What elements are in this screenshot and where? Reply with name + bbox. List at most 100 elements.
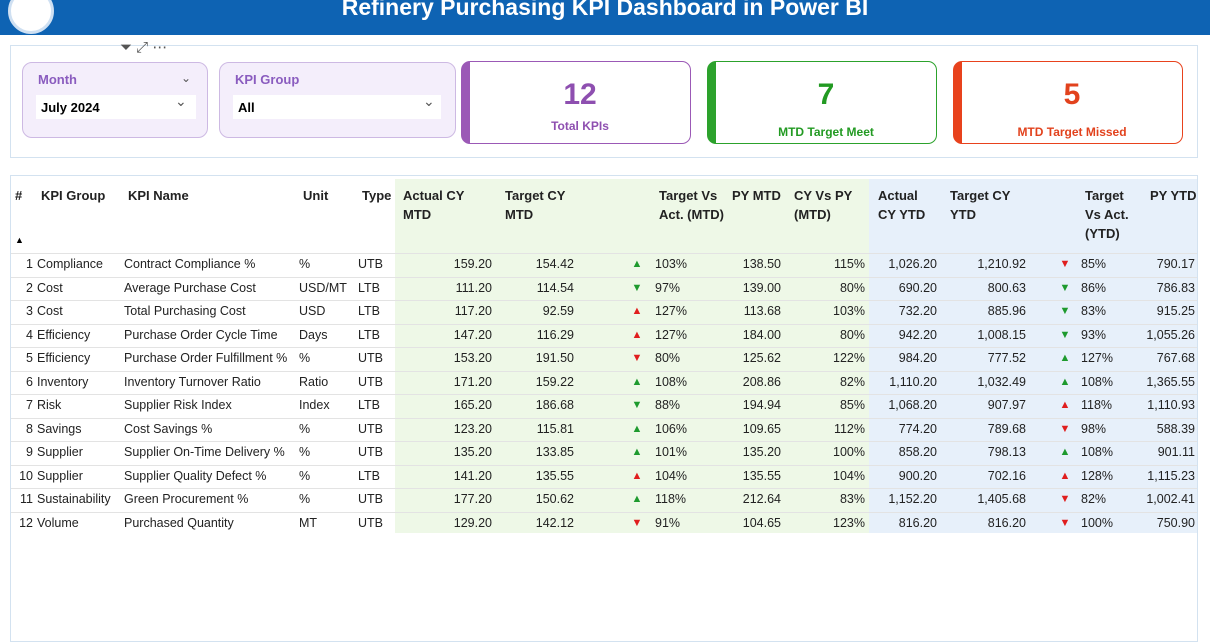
table-cell: 113.68 <box>743 304 781 318</box>
table-cell: 92.59 <box>542 304 574 318</box>
row-divider <box>11 441 1197 442</box>
status-arrow: ▲ <box>631 446 643 458</box>
row-divider <box>11 370 1197 372</box>
table-cell: 106% <box>655 421 687 436</box>
table-cell: 816.20 <box>987 515 1026 530</box>
table-cell: 98% <box>1081 421 1107 436</box>
column-header: PY MTD <box>732 188 781 203</box>
table-cell: 900.20 <box>898 468 937 483</box>
ytd-band <box>869 179 1197 533</box>
status-arrow: ▲ <box>1059 352 1071 364</box>
table-cell: 690.20 <box>898 280 937 295</box>
slicer-label: Month <box>38 72 77 87</box>
status-arrow: ▲ <box>631 328 643 341</box>
table-cell: 85% <box>839 398 865 412</box>
table-cell: Green Procurement % <box>124 492 249 506</box>
table-cell: Inventory Turnover Ratio <box>124 374 261 389</box>
table-cell: 115% <box>833 257 865 271</box>
month-slicer[interactable]: Month ⌄ July 2024 ⌄ <box>22 62 208 138</box>
sort-indicator[interactable]: ▲ <box>15 235 24 245</box>
row-divider <box>11 511 1197 513</box>
table-cell: 798.13 <box>987 445 1026 459</box>
table-cell: 80% <box>839 280 865 295</box>
row-divider <box>11 417 1197 419</box>
table-cell: 1,008.15 <box>977 327 1026 342</box>
status-arrow: ▲ <box>1059 375 1071 388</box>
row-divider <box>11 253 1197 254</box>
table-cell: 80% <box>839 327 865 342</box>
table-cell: 82% <box>1081 492 1107 506</box>
table-cell: 154.42 <box>535 257 574 271</box>
table-cell: Purchase Order Fulfillment % <box>124 351 288 365</box>
slicer-value[interactable]: July 2024 <box>36 95 196 119</box>
column-header: CY Vs PY (MTD) <box>794 188 853 222</box>
table-cell: 83% <box>1081 304 1107 318</box>
table-cell: 1,115.23 <box>1147 468 1195 483</box>
column-header: # <box>15 188 23 203</box>
table-cell: Ratio <box>299 374 329 389</box>
table-cell: 777.52 <box>987 351 1026 365</box>
table-cell: 141.20 <box>453 468 492 483</box>
card-label: MTD Target Meet <box>778 125 874 139</box>
table-cell: 123.20 <box>453 421 492 436</box>
table-cell: % <box>299 468 311 483</box>
table-cell: 1 <box>26 257 33 271</box>
status-arrow: ▲ <box>631 305 643 317</box>
column-header: PY YTD <box>1150 188 1197 203</box>
status-arrow: ▲ <box>631 258 643 270</box>
table-cell: Supplier Quality Defect % <box>124 468 267 483</box>
status-arrow: ▲ <box>1059 446 1071 458</box>
status-arrow: ▼ <box>1059 328 1071 341</box>
table-cell: Purchased Quantity <box>124 515 234 530</box>
column-header: Target CY YTD <box>950 188 1011 222</box>
status-arrow: ▼ <box>1059 281 1071 294</box>
table-cell: Cost <box>37 304 63 318</box>
table-cell: 142.12 <box>535 515 574 530</box>
table-cell: 91% <box>655 515 681 530</box>
table-cell: 588.39 <box>1156 421 1195 436</box>
card-label: Total KPIs <box>551 119 609 133</box>
card-value: 12 <box>563 78 597 111</box>
table-cell: % <box>299 351 311 365</box>
table-cell: Efficiency <box>37 351 91 365</box>
table-cell: 115.81 <box>536 421 574 436</box>
kpi-card: 12 Total KPIs <box>461 61 691 144</box>
table-cell: 5 <box>26 351 33 365</box>
table-cell: 153.20 <box>453 351 492 365</box>
table-cell: 135.55 <box>535 468 574 483</box>
table-cell: Total Purchasing Cost <box>124 304 246 318</box>
table-cell: 858.20 <box>898 445 937 459</box>
table-cell: 1,026.20 <box>888 257 937 271</box>
table-cell: 2 <box>26 280 33 295</box>
table-cell: % <box>299 257 311 271</box>
table-cell: 135.20 <box>453 445 492 459</box>
kpi-table: ▲ # KPI Group KPI Name Unit Type Actual CY MT… <box>10 175 1198 642</box>
table-cell: 109.65 <box>742 421 781 436</box>
table-cell: UTB <box>358 351 383 365</box>
table-cell: 184.00 <box>742 327 781 342</box>
table-cell: 159.20 <box>453 257 492 271</box>
table-cell: 116.29 <box>536 327 574 342</box>
table-cell: 117.20 <box>454 304 492 318</box>
table-cell: 8 <box>26 421 33 436</box>
visual-icons[interactable]: ⏷ ⤢ ⋯ <box>120 39 168 56</box>
table-cell: Sustainability <box>37 492 111 506</box>
table-cell: 750.90 <box>1156 515 1195 530</box>
table-cell: 108% <box>1081 445 1113 459</box>
header-bar <box>0 0 1210 35</box>
table-cell: 138.50 <box>742 257 781 271</box>
table-cell: 85% <box>1081 257 1107 271</box>
table-cell: 139.00 <box>742 280 781 295</box>
table-cell: Cost Savings % <box>124 421 213 436</box>
status-arrow: ▲ <box>631 469 643 482</box>
table-cell: 4 <box>26 327 33 342</box>
kpi-card: 5 MTD Target Missed <box>953 61 1183 144</box>
table-cell: UTB <box>358 257 383 271</box>
table-cell: LTB <box>358 304 380 318</box>
table-cell: 108% <box>655 374 687 389</box>
table-cell: Index <box>299 398 330 412</box>
table-cell: LTB <box>358 280 380 295</box>
kpi-group-slicer[interactable]: KPI Group All ⌄ <box>219 62 456 138</box>
table-cell: % <box>299 421 311 436</box>
slicer-value[interactable]: All <box>233 95 441 119</box>
